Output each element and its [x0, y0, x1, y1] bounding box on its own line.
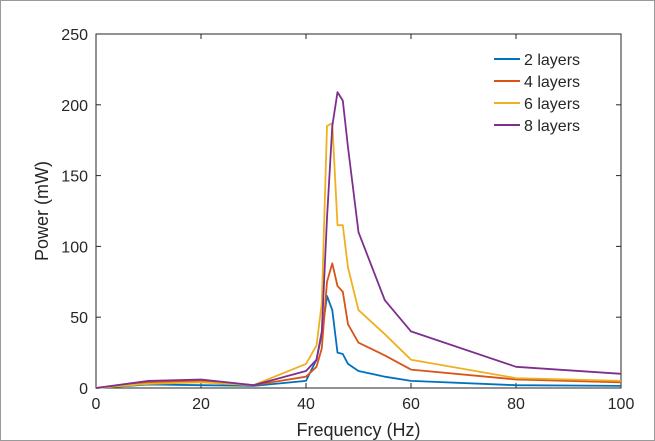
- y-ticks: 0 50 100 150 200 250: [61, 27, 621, 398]
- x-tick-label: 100: [608, 396, 635, 413]
- legend-label: 8 layers: [524, 118, 580, 135]
- x-ticks: 0 20 40 60 80 100: [92, 34, 635, 413]
- x-tick-label: 0: [92, 396, 101, 413]
- y-tick-label: 0: [79, 381, 88, 398]
- x-tick-label: 60: [402, 396, 420, 413]
- plot-area: [95, 33, 622, 389]
- series-line-4: [95, 91, 622, 389]
- series-lines: [95, 91, 622, 389]
- legend-label: 2 layers: [524, 52, 580, 69]
- y-tick-label: 200: [61, 98, 88, 115]
- axes: [95, 33, 622, 389]
- x-tick-label: 80: [507, 396, 525, 413]
- legend-label: 6 layers: [524, 96, 580, 113]
- x-tick-label: 40: [297, 396, 315, 413]
- y-tick-label: 250: [61, 27, 88, 44]
- series-line-3: [95, 122, 622, 389]
- y-tick-label: 150: [61, 169, 88, 186]
- legend: 2 layers 4 layers 6 layers 8 layers: [494, 52, 580, 135]
- y-tick-label: 100: [61, 239, 88, 256]
- y-tick-label: 50: [70, 310, 88, 327]
- series-line-1: [95, 295, 622, 389]
- legend-label: 4 layers: [524, 74, 580, 91]
- y-axis-label: Power (mW): [32, 161, 52, 261]
- x-axis-label: Frequency (Hz): [296, 420, 420, 440]
- x-tick-label: 20: [192, 396, 210, 413]
